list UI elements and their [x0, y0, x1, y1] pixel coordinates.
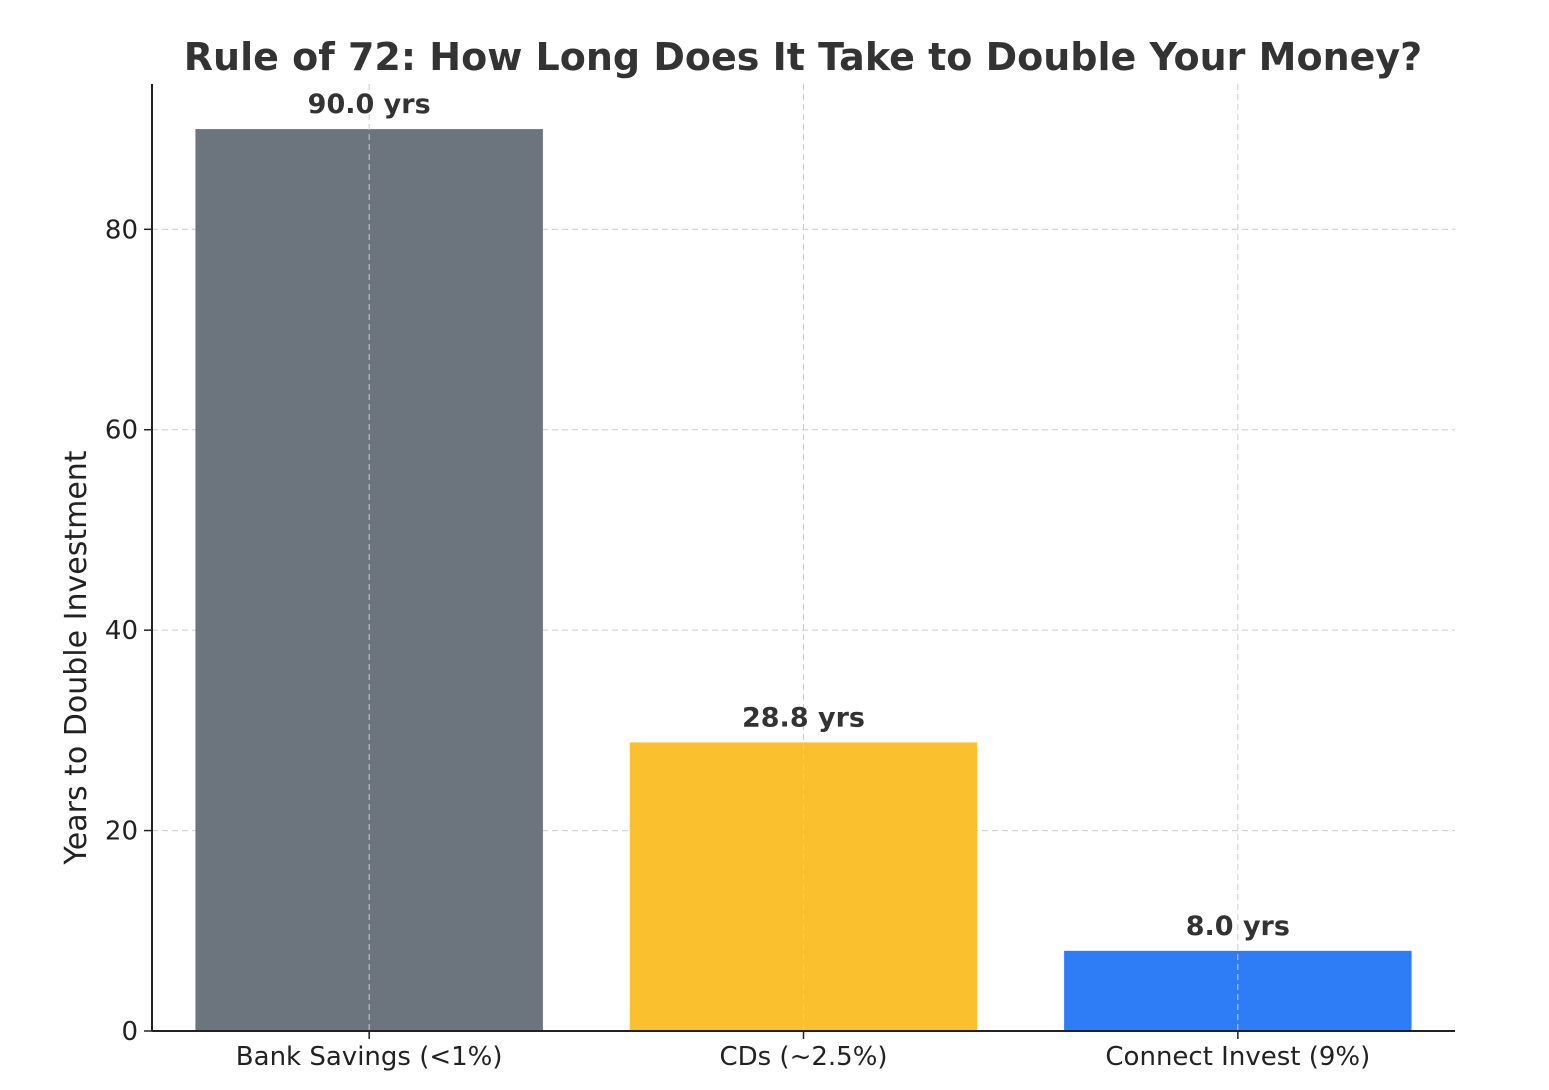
y-tick-label: 20: [105, 817, 138, 847]
chart-title: Rule of 72: How Long Does It Take to Dou…: [184, 35, 1422, 79]
y-axis-label: Years to Double Investment: [59, 450, 94, 865]
x-tick-label: CDs (~2.5%): [719, 1042, 887, 1072]
data-labels: 90.0 yrs 28.8 yrs 8.0 yrs: [308, 89, 1290, 942]
data-label: 28.8 yrs: [742, 702, 865, 733]
x-tick-label: Connect Invest (9%): [1105, 1042, 1370, 1072]
x-tick-label: Bank Savings (<1%): [236, 1042, 503, 1072]
y-ticks: 0 20 40 60 80: [105, 215, 152, 1047]
y-tick-label: 80: [105, 215, 138, 245]
x-ticks: Bank Savings (<1%) CDs (~2.5%) Connect Inv…: [236, 1031, 1370, 1072]
data-label: 90.0 yrs: [308, 89, 431, 120]
y-tick-label: 0: [121, 1017, 138, 1047]
y-tick-label: 60: [105, 416, 138, 446]
data-label: 8.0 yrs: [1186, 911, 1290, 942]
y-tick-label: 40: [105, 616, 138, 646]
vertical-grid: [368, 84, 1239, 1031]
